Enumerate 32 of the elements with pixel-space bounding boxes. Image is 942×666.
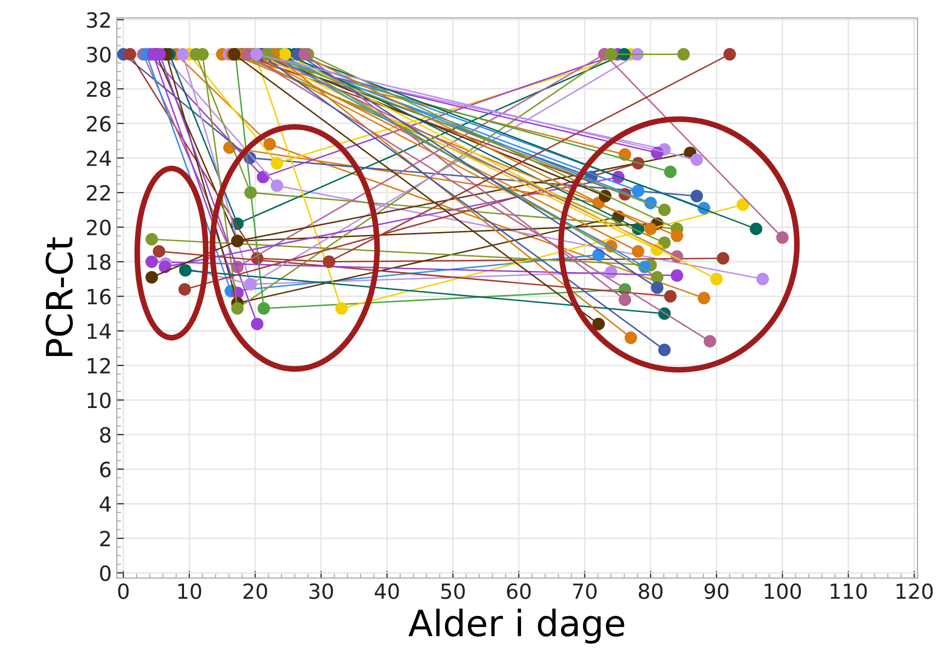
y-tick-label: 32: [87, 12, 110, 28]
y-tick-label: 18: [88, 254, 111, 270]
y-tick-label: 6: [100, 462, 111, 478]
x-tick-label: 110: [830, 583, 867, 600]
x-tick-label: 60: [507, 583, 531, 600]
y-tick-label: 16: [88, 288, 111, 305]
y-tick-label: 26: [86, 116, 111, 132]
y-tick-label: 14: [88, 324, 111, 339]
y-tick-label: 22: [86, 185, 110, 200]
x-tick-label: 20: [243, 583, 268, 600]
y-tick-label: 8: [100, 427, 111, 443]
y-tick-label: 0: [100, 565, 111, 582]
x-tick-label: 120: [896, 583, 933, 600]
y-axis-title: PCR-Ct: [46, 237, 73, 356]
x-tick-label: 90: [704, 583, 728, 600]
y-tick-label: 24: [86, 150, 111, 166]
x-axis-title: Alder i dage: [408, 608, 624, 644]
y-tick-label: 12: [88, 358, 110, 374]
y-tick-label: 30: [87, 46, 111, 62]
x-tick-label: 10: [178, 583, 202, 600]
x-tick-label: 100: [764, 583, 801, 600]
y-tick-label: 10: [88, 392, 111, 408]
x-tick-label: 80: [638, 583, 662, 600]
x-tick-label: 50: [441, 583, 465, 600]
x-tick-label: 40: [374, 583, 399, 600]
y-tick-label: 4: [100, 496, 111, 512]
y-tick-label: 28: [86, 81, 111, 98]
y-tick-label: 20: [86, 220, 111, 236]
x-tick-label: 30: [309, 583, 333, 600]
x-tick-label: 70: [573, 583, 597, 600]
x-tick-label: 0: [118, 583, 129, 600]
y-tick-label: 2: [100, 530, 110, 546]
